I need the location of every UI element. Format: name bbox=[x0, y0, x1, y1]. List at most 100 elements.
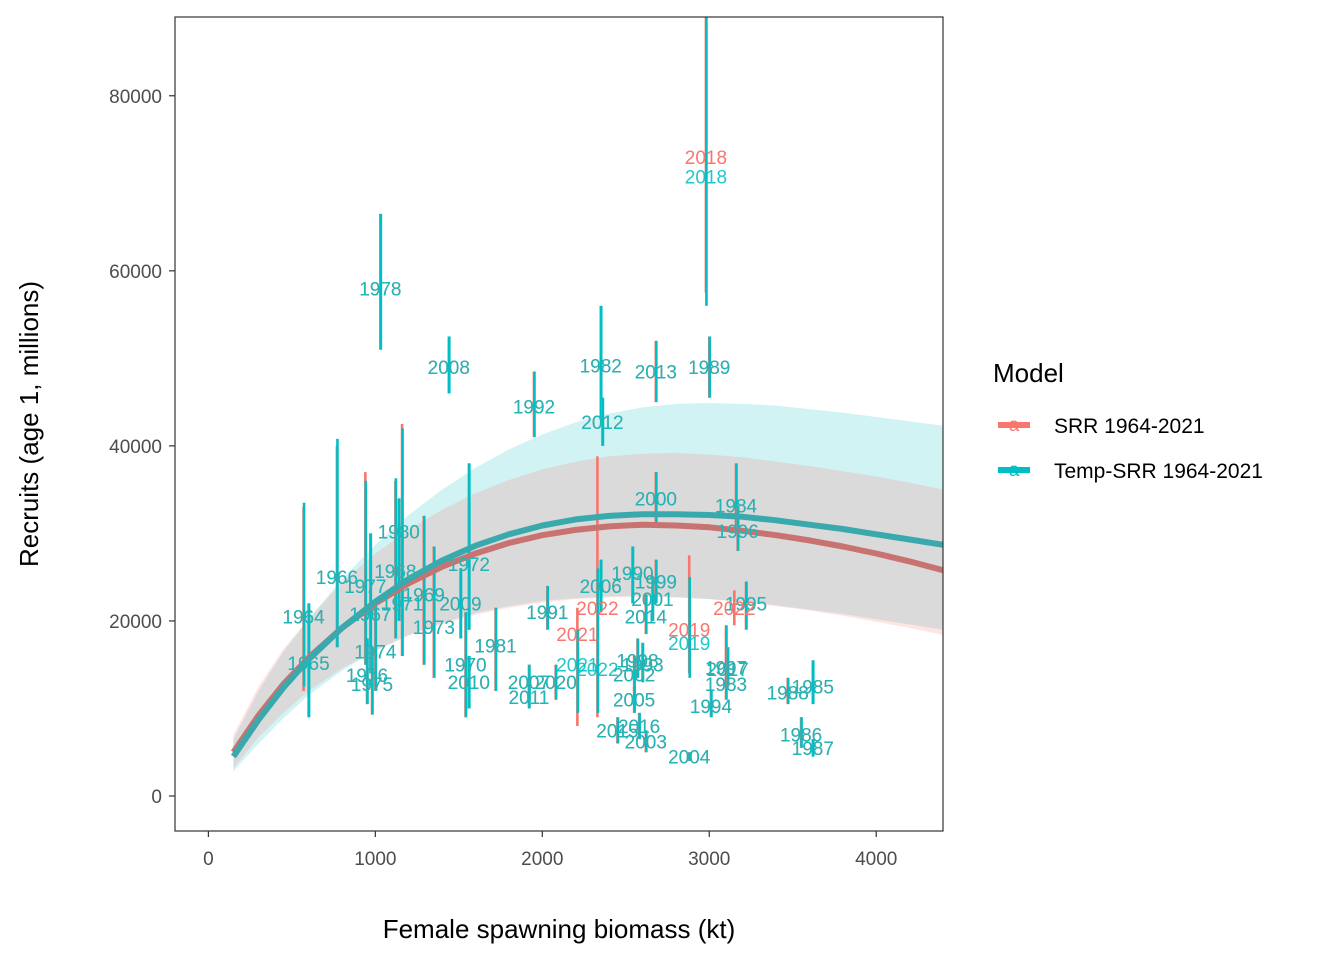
point-label-srr-1995: 1995 bbox=[725, 594, 767, 615]
point-label-srr-1996: 1996 bbox=[717, 522, 759, 543]
point-label-temp-1980: 1980 bbox=[378, 523, 420, 544]
point-label-srr-2009: 2009 bbox=[439, 594, 481, 615]
point-label-temp-1974: 1974 bbox=[354, 643, 397, 664]
point-label-temp-1975: 1975 bbox=[351, 675, 393, 696]
point-label-temp-1999: 1999 bbox=[635, 573, 677, 594]
point-label-temp-1968: 1968 bbox=[374, 562, 416, 583]
fit-curves bbox=[230, 511, 943, 759]
legend-title: Model bbox=[993, 358, 1064, 388]
point-label-temp-1972: 1972 bbox=[448, 555, 490, 576]
error-bars bbox=[302, 17, 815, 761]
x-tick-label-3000: 3000 bbox=[688, 849, 730, 870]
point-label-temp-1976: 1976 bbox=[346, 666, 388, 687]
point-label-srr-1975: 1975 bbox=[351, 675, 393, 696]
point-label-temp-1990: 1990 bbox=[611, 564, 653, 585]
point-label-srr-1997: 1997 bbox=[705, 658, 747, 679]
point-label-srr-2016: 2016 bbox=[618, 717, 660, 738]
point-label-temp-2022: 2022 bbox=[576, 660, 618, 681]
point-label-temp-1984: 1984 bbox=[715, 496, 758, 517]
point-label-temp-2021: 2021 bbox=[556, 656, 598, 677]
point-label-temp-2012: 2012 bbox=[581, 413, 623, 434]
x-axis-title: Female spawning biomass (kt) bbox=[383, 914, 736, 944]
x-tick-label-4000: 4000 bbox=[855, 849, 897, 870]
point-label-temp-2004: 2004 bbox=[668, 748, 711, 769]
point-label-srr-1965: 1965 bbox=[287, 654, 329, 675]
y-tick-label-60000: 60000 bbox=[109, 262, 162, 283]
point-label-srr-1985: 1985 bbox=[792, 678, 834, 699]
point-label-temp-1982: 1982 bbox=[580, 356, 622, 377]
point-label-temp-1986: 1986 bbox=[780, 726, 822, 747]
legend-label-0: SRR 1964-2021 bbox=[1054, 415, 1205, 438]
point-label-temp-2009: 2009 bbox=[439, 594, 481, 615]
point-label-temp-1966: 1966 bbox=[316, 568, 358, 589]
temp-srr-fit-line bbox=[230, 511, 943, 759]
point-label-temp-1997: 1997 bbox=[705, 658, 747, 679]
point-label-srr-1978: 1978 bbox=[359, 279, 401, 300]
point-label-temp-1981: 1981 bbox=[474, 636, 516, 657]
point-label-srr-1994: 1994 bbox=[690, 697, 733, 718]
point-label-temp-2008: 2008 bbox=[428, 358, 470, 379]
point-label-srr-1992: 1992 bbox=[513, 397, 555, 418]
point-label-srr-1972: 1972 bbox=[448, 555, 490, 576]
point-label-srr-1980: 1980 bbox=[378, 523, 420, 544]
point-label-srr-2014: 2014 bbox=[625, 608, 668, 629]
point-label-srr-1974: 1974 bbox=[354, 643, 397, 664]
point-label-temp-1996: 1996 bbox=[717, 522, 759, 543]
point-label-temp-1998: 1998 bbox=[616, 651, 658, 672]
x-axis: 0 1000 2000 3000 4000 bbox=[203, 831, 897, 870]
point-label-srr-1988: 1988 bbox=[767, 684, 809, 705]
point-label-temp-1970: 1970 bbox=[444, 656, 486, 677]
point-label-srr-2004: 2004 bbox=[668, 748, 711, 769]
legend-label-1: Temp-SRR 1964-2021 bbox=[1054, 460, 1263, 483]
point-label-temp-1978: 1978 bbox=[359, 279, 401, 300]
temp-srr-band bbox=[233, 403, 943, 772]
x-tick-label-2000: 2000 bbox=[521, 849, 563, 870]
x-tick-label-0: 0 bbox=[203, 849, 214, 870]
point-label-srr-2006: 2006 bbox=[580, 577, 622, 598]
point-label-srr-2020: 2020 bbox=[535, 673, 577, 694]
point-label-temp-2001: 2001 bbox=[631, 590, 673, 611]
point-label-srr-1987: 1987 bbox=[792, 739, 834, 760]
point-label-srr-1984: 1984 bbox=[715, 496, 758, 517]
point-label-srr-2018: 2018 bbox=[685, 148, 727, 169]
y-axis-title: Recruits (age 1, millions) bbox=[14, 281, 44, 567]
point-label-temp-2016: 2016 bbox=[618, 717, 660, 738]
point-label-srr-2010: 2010 bbox=[448, 673, 490, 694]
point-label-srr-1969: 1969 bbox=[403, 586, 445, 607]
point-label-temp-1964: 1964 bbox=[282, 608, 325, 629]
legend: Model a SRR 1964-2021 a Temp-SRR 1964-2021 bbox=[993, 358, 1263, 483]
point-label-srr-1967: 1967 bbox=[349, 605, 391, 626]
point-label-temp-1985: 1985 bbox=[792, 678, 834, 699]
point-label-temp-1971: 1971 bbox=[381, 594, 423, 615]
point-label-srr-2015: 2015 bbox=[596, 721, 638, 742]
y-tick-label-0: 0 bbox=[151, 787, 162, 808]
point-label-srr-1993: 1993 bbox=[621, 656, 663, 677]
point-label-srr-1986: 1986 bbox=[780, 726, 822, 747]
point-label-srr-1981: 1981 bbox=[474, 636, 516, 657]
point-label-srr-2019: 2019 bbox=[668, 621, 710, 642]
point-label-srr-1999: 1999 bbox=[635, 573, 677, 594]
point-label-srr-1983: 1983 bbox=[705, 675, 747, 696]
point-label-temp-2010: 2010 bbox=[448, 673, 490, 694]
point-label-temp-1993: 1993 bbox=[621, 656, 663, 677]
point-label-temp-2003: 2003 bbox=[625, 733, 667, 754]
y-axis: 0 20000 40000 60000 80000 bbox=[109, 87, 175, 808]
point-label-temp-2005: 2005 bbox=[613, 691, 655, 712]
point-label-srr-2008: 2008 bbox=[428, 358, 470, 379]
point-label-srr-2022: 2022 bbox=[576, 599, 618, 620]
point-label-srr-2001: 2001 bbox=[631, 590, 673, 611]
point-label-temp-2002: 2002 bbox=[613, 665, 655, 686]
point-label-temp-1983: 1983 bbox=[705, 675, 747, 696]
point-label-temp-2011: 2011 bbox=[509, 688, 550, 709]
point-label-temp-2015: 2015 bbox=[596, 721, 638, 742]
panel-border bbox=[174, 16, 944, 832]
point-label-temp-1991: 1991 bbox=[526, 603, 568, 624]
point-label-srr-2005: 2005 bbox=[613, 691, 655, 712]
point-label-temp-1994: 1994 bbox=[690, 697, 733, 718]
y-tick-label-40000: 40000 bbox=[109, 437, 162, 458]
point-label-temp-2007: 2007 bbox=[508, 673, 550, 694]
point-label-srr-2017: 2017 bbox=[706, 660, 748, 681]
point-label-srr-1966: 1966 bbox=[316, 568, 358, 589]
point-label-srr-2007: 2007 bbox=[508, 673, 550, 694]
point-label-srr-1991: 1991 bbox=[526, 603, 568, 624]
